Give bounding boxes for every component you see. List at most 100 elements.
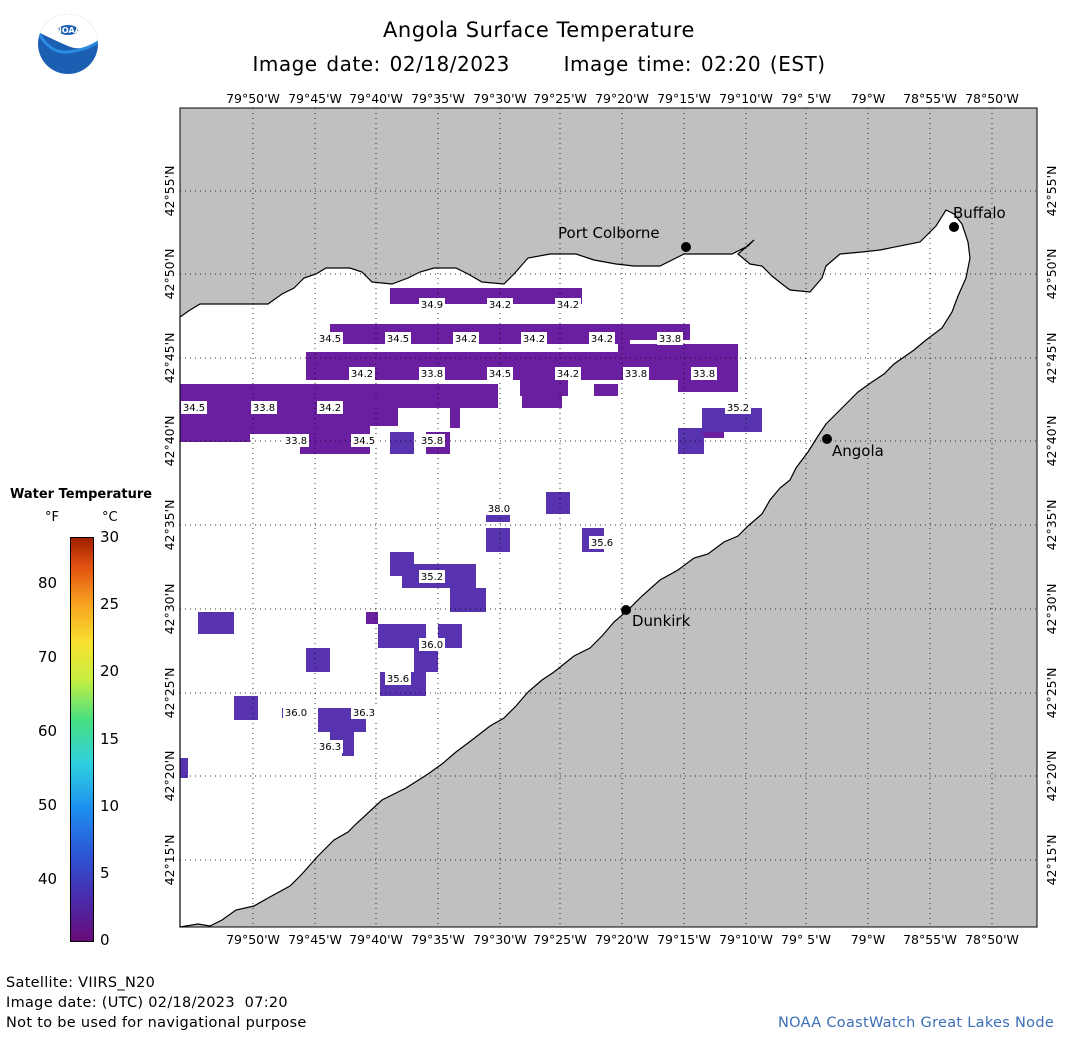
legend-colorbar [70, 537, 94, 942]
lat-label-left: 42°25'N [162, 668, 177, 719]
image-subtitle: Image date: 02/18/2023 Image time: 02:20… [0, 52, 1078, 76]
temperature-label: 34.2 [453, 332, 479, 345]
svg-text:36.0: 36.0 [285, 708, 307, 719]
lon-label-top: 79°45'W [288, 91, 342, 106]
lat-label-left: 42°30'N [162, 584, 177, 635]
temperature-cell [390, 288, 582, 304]
svg-text:33.8: 33.8 [285, 436, 307, 447]
legend-f-tick: 50 [38, 796, 58, 814]
temperature-cell [594, 384, 618, 396]
temperature-label: 33.8 [657, 332, 683, 345]
lat-label-right: 42°45'N [1044, 333, 1059, 384]
lon-label-top: 79°50'W [226, 91, 280, 106]
legend-c-tick: 15 [100, 729, 120, 748]
temperature-label: 34.5 [351, 434, 377, 447]
lat-label-right: 42°35'N [1044, 500, 1059, 551]
temperature-label: 34.2 [521, 332, 547, 345]
temperature-label: 34.2 [555, 298, 581, 311]
svg-text:36.3: 36.3 [319, 742, 341, 753]
svg-text:35.2: 35.2 [421, 572, 443, 583]
lon-label-bottom: 79°40'W [349, 932, 403, 947]
legend-f-tick: 70 [38, 648, 58, 666]
temperature-label: 34.2 [555, 367, 581, 380]
lon-label-top: 79°10'W [719, 91, 773, 106]
map-frame [179, 107, 1038, 928]
svg-text:35.2: 35.2 [727, 403, 749, 414]
temperature-cell [330, 324, 630, 344]
temperature-cell [414, 648, 438, 672]
temperature-label: 35.2 [725, 401, 751, 414]
lat-label-right: 42°15'N [1044, 835, 1059, 886]
temperature-label: 34.2 [317, 401, 343, 414]
utc-date: Image date: (UTC) 02/18/2023 07:20 [6, 995, 288, 1011]
temperature-cell [198, 612, 234, 634]
disclaimer: Not to be used for navigational purpose [6, 1015, 307, 1031]
temperature-label: 35.2 [419, 570, 445, 583]
temperature-cell [306, 648, 330, 672]
temperature-label: 33.8 [419, 367, 445, 380]
svg-text:35.6: 35.6 [387, 674, 409, 685]
temperature-label: 35.6 [385, 672, 411, 685]
lon-label-bottom: 79°25'W [533, 932, 587, 947]
temperature-label: 35.8 [419, 434, 445, 447]
city-label: Port Colborne [558, 224, 660, 242]
temperature-label: 34.5 [317, 332, 343, 345]
svg-text:33.8: 33.8 [693, 369, 715, 380]
temperature-label: 33.8 [251, 401, 277, 414]
legend-title: Water Temperature [10, 487, 153, 502]
svg-text:33.8: 33.8 [659, 334, 681, 345]
satellite-info: Satellite: VIIRS_N20 [6, 975, 156, 991]
city-markers: Port Colborne Buffalo Angola Dunkirk [558, 204, 1006, 630]
city-dot [621, 605, 631, 615]
svg-text:34.2: 34.2 [351, 369, 373, 380]
svg-text:34.2: 34.2 [523, 334, 545, 345]
axis-labels: 79°50'W 79°50'W 79°45'W 79°45'W 79°40'W 79°40… [162, 91, 1059, 947]
temperature-label: 34.5 [385, 332, 411, 345]
svg-text:34.2: 34.2 [591, 334, 613, 345]
svg-text:36.0: 36.0 [421, 640, 443, 651]
temperature-cell [450, 408, 460, 428]
lon-label-bottom: 78°50'W [965, 932, 1019, 947]
lon-label-top: 79°15'W [657, 91, 711, 106]
logo-text: NOAA [55, 26, 81, 35]
temperature-label: 34.2 [487, 298, 513, 311]
svg-text:38.0: 38.0 [488, 504, 510, 515]
legend-c-tick: 0 [100, 931, 110, 949]
temperature-label: 38.0 [486, 502, 512, 515]
lon-label-bottom: 79°30'W [473, 932, 527, 947]
svg-text:34.5: 34.5 [489, 369, 511, 380]
lat-label-left: 42°20'N [162, 751, 177, 802]
temperature-label: 36.0 [283, 706, 309, 719]
lat-label-right: 42°55'N [1044, 166, 1059, 217]
lon-label-bottom: 79°10'W [719, 932, 773, 947]
svg-text:34.2: 34.2 [489, 300, 511, 311]
lon-label-bottom: 79° 5'W [781, 932, 831, 947]
svg-text:34.5: 34.5 [387, 334, 409, 345]
svg-text:33.8: 33.8 [421, 369, 443, 380]
temperature-cell [366, 612, 378, 624]
lat-label-left: 42°45'N [162, 333, 177, 384]
svg-text:34.2: 34.2 [319, 403, 341, 414]
svg-text:36.3: 36.3 [353, 708, 375, 719]
lon-label-bottom: 79°50'W [226, 932, 280, 947]
temperature-label: 36.3 [351, 706, 377, 719]
temperature-label: 34.5 [487, 367, 513, 380]
temperature-label: 34.2 [589, 332, 615, 345]
city-label: Dunkirk [632, 612, 691, 630]
temperature-cell [486, 528, 510, 552]
lon-label-top: 79°30'W [473, 91, 527, 106]
legend-c-tick: 5 [100, 863, 110, 882]
temperature-label: 36.3 [317, 740, 343, 753]
noaa-logo: NOAA [38, 14, 98, 74]
city-dot [949, 222, 959, 232]
temperature-label: 34.9 [419, 298, 445, 311]
svg-text:33.8: 33.8 [253, 403, 275, 414]
legend-c-tick: 30 [100, 528, 120, 546]
lon-label-top: 79°40'W [349, 91, 403, 106]
temperature-label: 35.6 [589, 536, 615, 549]
credit-link[interactable]: NOAA CoastWatch Great Lakes Node [778, 1015, 1055, 1031]
page-title: Angola Surface Temperature [383, 18, 695, 42]
temperature-labels: 34.9 34.2 34.2 34.5 34.5 34.2 34.2 34.2 33.8 34.2… [181, 298, 751, 753]
legend-f-tick: 60 [38, 722, 58, 740]
